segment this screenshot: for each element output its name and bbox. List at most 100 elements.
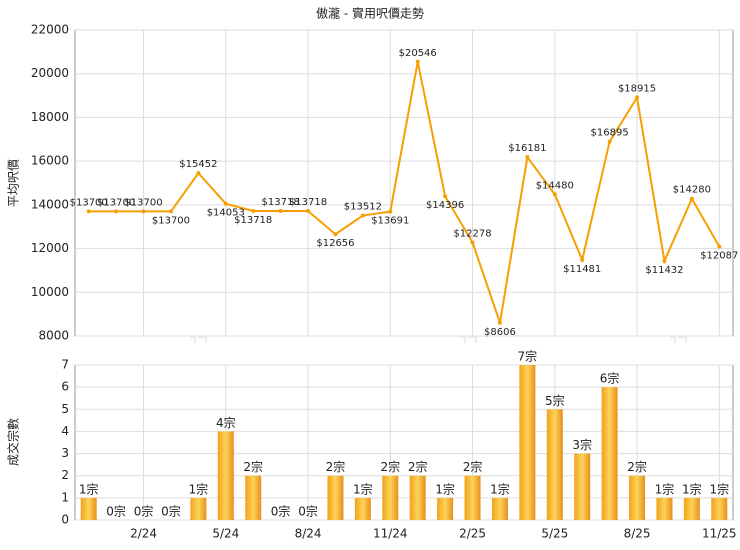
bar	[711, 497, 728, 520]
point	[635, 95, 640, 100]
bar	[437, 497, 454, 520]
data-label: 1宗	[353, 481, 373, 496]
chart-title: 傲瀧 - 實用呎價走勢	[316, 6, 424, 21]
x-tick-label: 8/25	[624, 527, 651, 541]
data-label: 1宗	[189, 481, 209, 496]
bar	[491, 497, 508, 520]
y-tick-label: 12000	[31, 241, 69, 255]
y-axis-label: 成交宗數	[6, 418, 21, 466]
data-label: $14053	[207, 208, 245, 219]
bar	[546, 409, 563, 520]
data-label: $15452	[179, 159, 217, 170]
data-label: 7宗	[518, 349, 538, 364]
data-label: $13512	[344, 202, 382, 213]
bar	[354, 497, 371, 520]
x-tick-label: 8/24	[295, 527, 322, 541]
y-tick-label: 14000	[31, 197, 69, 211]
bar	[382, 475, 399, 520]
data-label: 4宗	[216, 415, 236, 430]
data-label: 1宗	[709, 481, 729, 496]
data-label: 0宗	[161, 504, 181, 519]
line	[88, 61, 721, 324]
data-label: 5宗	[545, 393, 565, 408]
data-label: 2宗	[463, 459, 483, 474]
data-label: $11432	[645, 265, 683, 276]
data-label: $14480	[536, 180, 574, 191]
data-label: $12087	[700, 251, 738, 262]
bar	[190, 497, 207, 520]
data-label: 6宗	[600, 371, 620, 386]
y-tick-label: 16000	[31, 154, 69, 168]
data-label: 2宗	[380, 459, 400, 474]
point	[689, 196, 694, 201]
point	[114, 209, 119, 214]
bar	[629, 475, 646, 520]
point	[306, 209, 311, 214]
data-label: $13718	[234, 215, 272, 226]
bar	[683, 497, 700, 520]
data-label: 1宗	[490, 481, 510, 496]
point	[662, 258, 667, 263]
y-tick-label: 20000	[31, 66, 69, 80]
bar	[601, 387, 618, 520]
data-label: $11481	[563, 264, 601, 275]
data-label: 2宗	[243, 459, 263, 474]
data-label: 3宗	[572, 437, 592, 452]
data-label: $16181	[508, 143, 546, 154]
point	[443, 194, 448, 199]
point	[525, 155, 530, 160]
point	[168, 209, 173, 214]
y-tick-label: 7	[61, 358, 69, 372]
bar	[519, 365, 536, 520]
data-label: 1宗	[682, 481, 702, 496]
data-label: 0宗	[134, 504, 154, 519]
x-tick-label: 11/24	[373, 527, 408, 541]
bar	[80, 497, 97, 520]
data-label: $13700	[70, 197, 108, 208]
point	[278, 209, 283, 214]
data-label: $13718	[289, 197, 327, 208]
point	[497, 320, 502, 325]
data-label: $16895	[591, 128, 629, 139]
data-label: $18915	[618, 83, 656, 94]
y-tick-label: 8000	[38, 329, 69, 343]
point	[717, 244, 722, 249]
point	[223, 201, 228, 206]
point	[251, 209, 256, 214]
y-tick-label: 22000	[31, 23, 69, 37]
plot-area	[74, 29, 734, 337]
x-tick-label: 5/24	[212, 527, 239, 541]
bar	[327, 475, 344, 520]
data-label: 2宗	[326, 459, 346, 474]
y-tick-label: 1	[61, 490, 69, 504]
y-tick-label: 2	[61, 468, 69, 482]
data-label: $14280	[673, 185, 711, 196]
bar	[245, 475, 262, 520]
point	[552, 192, 557, 197]
data-label: $13700	[124, 197, 162, 208]
bar	[574, 453, 591, 520]
point	[415, 59, 420, 64]
data-label: $14396	[426, 200, 464, 211]
data-label: $13691	[371, 216, 409, 227]
bar	[464, 475, 481, 520]
point	[388, 209, 393, 214]
y-axis-label: 平均呎價	[7, 159, 21, 207]
x-tick-label: 2/24	[130, 527, 157, 541]
point	[333, 232, 338, 237]
data-label: $12278	[453, 228, 491, 239]
point	[86, 209, 91, 214]
point	[580, 257, 585, 262]
data-label: 0宗	[298, 504, 318, 519]
data-label: 2宗	[627, 459, 647, 474]
bar	[217, 431, 234, 520]
point	[360, 213, 365, 218]
data-label: 0宗	[106, 504, 126, 519]
y-tick-label: 3	[61, 446, 69, 460]
data-label: $8606	[484, 327, 516, 338]
bar	[656, 497, 673, 520]
data-label: 1宗	[79, 481, 99, 496]
data-label: $13700	[97, 197, 135, 208]
x-tick-label: 11/25	[702, 527, 737, 541]
